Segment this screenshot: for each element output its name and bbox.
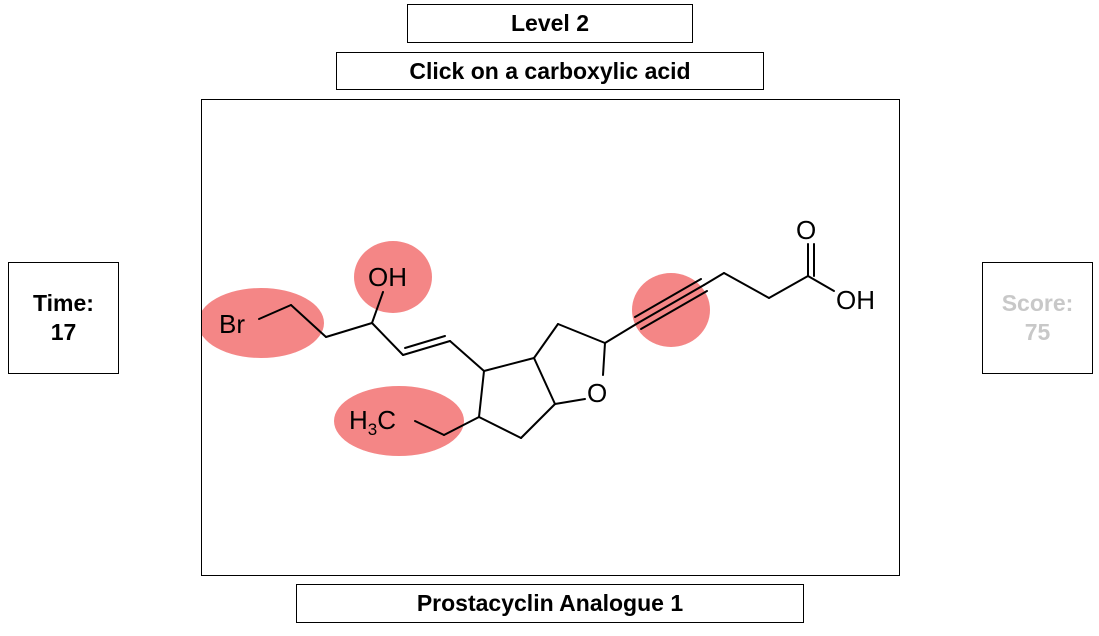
acid-hydroxyl-label: OH	[836, 285, 875, 315]
question-prompt: Click on a carboxylic acid	[336, 52, 764, 90]
methyl-atom-label: H3C	[349, 405, 396, 439]
score-label: Score:	[1001, 290, 1074, 316]
molecule-structure[interactable]: Br OH H3C O O OH	[202, 100, 901, 577]
ethyl-group-hotspot[interactable]	[334, 386, 464, 456]
timer-panel: Time: 17	[8, 262, 119, 374]
level-indicator: Level 2	[407, 4, 693, 43]
bromine-atom-label: Br	[219, 309, 245, 339]
timer-value: 17	[50, 319, 77, 345]
prompt-text: Click on a carboxylic acid	[409, 57, 691, 84]
alkyne-group-hotspot[interactable]	[632, 273, 710, 347]
methyl-h: H	[349, 405, 368, 435]
molecule-name-text: Prostacyclin Analogue 1	[416, 590, 684, 616]
hydroxyl-group-hotspot[interactable]	[354, 241, 432, 313]
methyl-subscript: 3	[368, 420, 377, 439]
carbonyl-oxygen-label: O	[796, 215, 816, 245]
timer-label: Time:	[33, 290, 94, 316]
ring-oxygen-label: O	[587, 378, 607, 408]
carboxylic-acid-hotspot[interactable]	[781, 211, 891, 316]
hydroxyl-atom-label: OH	[368, 262, 407, 292]
bromide-group-hotspot[interactable]	[202, 288, 324, 358]
methyl-c: C	[377, 405, 396, 435]
level-label: Level 2	[511, 10, 589, 36]
molecule-name: Prostacyclin Analogue 1	[296, 584, 804, 623]
molecule-canvas[interactable]: Br OH H3C O O OH	[201, 99, 900, 576]
score-panel: Score: 75	[982, 262, 1093, 374]
bond-skeleton	[258, 243, 835, 439]
score-value: 75	[1024, 319, 1051, 345]
